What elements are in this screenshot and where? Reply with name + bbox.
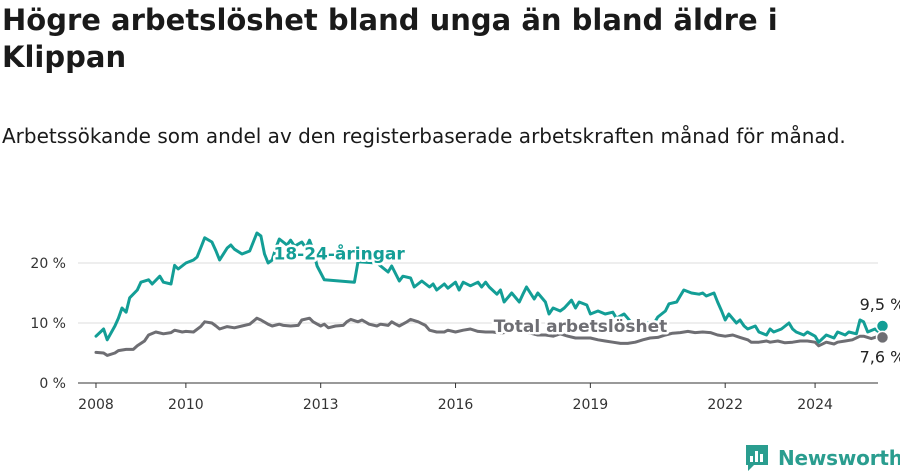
series-label-halo: Total arbetslöshet	[494, 317, 668, 337]
brand-name: Newsworthy	[778, 446, 900, 470]
x-tick-label: 2008	[78, 397, 114, 413]
chart-subtitle: Arbetssökande som andel av den registerb…	[2, 124, 846, 148]
x-tick-label: 2010	[168, 397, 204, 413]
series-line	[94, 231, 884, 344]
end-value-label: 9,5 %	[860, 295, 900, 314]
newsworthy-logo-icon	[746, 445, 768, 471]
y-tick-label: 0 %	[39, 376, 66, 392]
x-tick-label: 2016	[438, 397, 474, 413]
series-label: 18-24-åringar	[274, 242, 406, 264]
newsworthy-brand: Newsworthy	[744, 442, 900, 474]
chart-title: Högre arbetslöshet bland unga än bland ä…	[2, 3, 778, 74]
y-tick-label: 10 %	[30, 316, 66, 332]
series-label-halo: 18-24-åringar	[274, 242, 406, 264]
x-tick-label: 2022	[707, 397, 743, 413]
end-value-label: 7,6 %	[860, 347, 900, 366]
series-label: Total arbetslöshet	[494, 317, 668, 337]
end-point-marker	[875, 319, 890, 333]
x-tick-label: 2019	[573, 397, 609, 413]
x-tick-label: 2024	[797, 397, 833, 413]
series-line	[94, 316, 884, 357]
end-point-marker	[875, 330, 890, 345]
y-tick-label: 20 %	[30, 256, 66, 272]
x-tick-label: 2013	[303, 397, 339, 413]
